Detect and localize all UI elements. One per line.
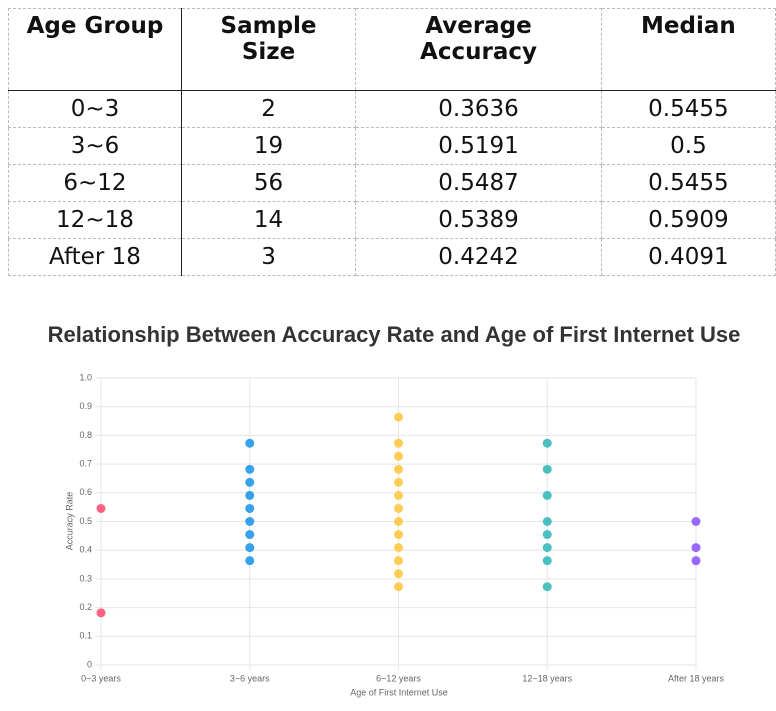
point [394, 438, 403, 448]
point [245, 503, 255, 513]
point [542, 530, 552, 540]
point [542, 490, 552, 500]
table-cell: 19 [180, 127, 357, 165]
table-cell: 0.5909 [600, 201, 776, 239]
header-cell: Median [600, 8, 776, 91]
x-tick-label: After 18 years [668, 673, 725, 683]
point [394, 543, 403, 553]
point [245, 543, 255, 553]
table-row: 0~3 2 0.3636 0.5455 [8, 90, 776, 128]
point [394, 451, 403, 461]
chart: Relationship Between Accuracy Rate and A… [48, 322, 741, 698]
table-row: 6~12 56 0.5487 0.5455 [8, 164, 776, 202]
y-tick-label: 0.1 [79, 631, 92, 641]
point [394, 556, 403, 566]
point [245, 530, 255, 540]
table-cell: 0.4091 [600, 238, 776, 276]
table-cell: 12~18 [8, 201, 182, 239]
stats-table: Age Group Sample Size Average Accuracy Medi… [8, 8, 776, 276]
header-row: Age Group Sample Size Average Accuracy Medi… [8, 8, 776, 91]
table-cell: 0.5 [600, 127, 776, 165]
point [691, 556, 701, 566]
point [542, 464, 552, 474]
point [542, 556, 552, 566]
table-cell: 0.4242 [355, 238, 602, 276]
point [394, 490, 403, 500]
y-tick-label: 1.0 [79, 372, 92, 382]
x-tick-label: 12~18 years [522, 673, 572, 683]
y-tick-label: 0.5 [79, 516, 92, 526]
point [542, 438, 552, 448]
point [245, 556, 255, 566]
point [394, 477, 403, 487]
table-cell: 2 [180, 90, 357, 128]
table-cell: 3~6 [8, 127, 182, 165]
y-tick-label: 0.4 [79, 545, 92, 555]
y-tick-label: 0.3 [79, 573, 92, 583]
chart-title: Relationship Between Accuracy Rate and A… [48, 322, 741, 347]
point [96, 608, 106, 618]
point [245, 490, 255, 500]
point [394, 582, 403, 592]
table-cell: 14 [180, 201, 357, 239]
table-cell: 0.5455 [600, 164, 776, 202]
point [96, 503, 106, 513]
table-cell: 56 [180, 164, 357, 202]
x-tick-label: 0~3 years [81, 673, 121, 683]
y-tick-label: 0.8 [79, 430, 92, 440]
x-tick-label: 3~6 years [230, 673, 270, 683]
table-cell: 0.5389 [355, 201, 602, 239]
point [394, 503, 403, 513]
table-row: 3~6 19 0.5191 0.5 [8, 127, 776, 165]
point [394, 569, 403, 579]
table-cell: 0.5191 [355, 127, 602, 165]
y-tick-label: 0.9 [79, 401, 92, 411]
y-tick-label: 0.6 [79, 487, 92, 497]
header-cell: Age Group [8, 8, 182, 91]
point [691, 543, 701, 553]
point [245, 477, 255, 487]
table-cell: 0~3 [8, 90, 182, 128]
y-tick-label: 0.2 [79, 602, 92, 612]
header-cell: Sample Size [180, 8, 357, 91]
point [542, 582, 552, 592]
x-tick-label: 6~12 years [376, 673, 421, 683]
table-cell: After 18 [8, 238, 182, 276]
table-row: 12~18 14 0.5389 0.5909 [8, 201, 776, 239]
table-row: After 18 3 0.4242 0.4091 [8, 238, 776, 276]
point [691, 517, 701, 526]
table-cell: 0.5487 [355, 164, 602, 202]
table-body: 0~3 2 0.3636 0.5455 3~6 19 0.5191 0.5 6~12 56 0.54… [8, 90, 776, 276]
table-cell: 0.5455 [600, 90, 776, 128]
point [245, 517, 255, 526]
point [394, 412, 403, 422]
header-cell: Average Accuracy [355, 8, 602, 91]
point [542, 543, 552, 553]
table-cell: 3 [180, 238, 357, 276]
table-cell: 0.3636 [355, 90, 602, 128]
table-cell: 6~12 [8, 164, 182, 202]
y-axis-label: Accuracy Rate [64, 492, 74, 551]
x-axis-label: Age of First Internet Use [350, 687, 448, 697]
y-tick-label: 0 [87, 659, 92, 669]
y-tick-label: 0.7 [79, 458, 92, 468]
point [245, 438, 255, 448]
point [245, 464, 255, 474]
point [394, 464, 403, 474]
point [542, 517, 552, 526]
point [394, 530, 403, 540]
point [394, 517, 403, 526]
